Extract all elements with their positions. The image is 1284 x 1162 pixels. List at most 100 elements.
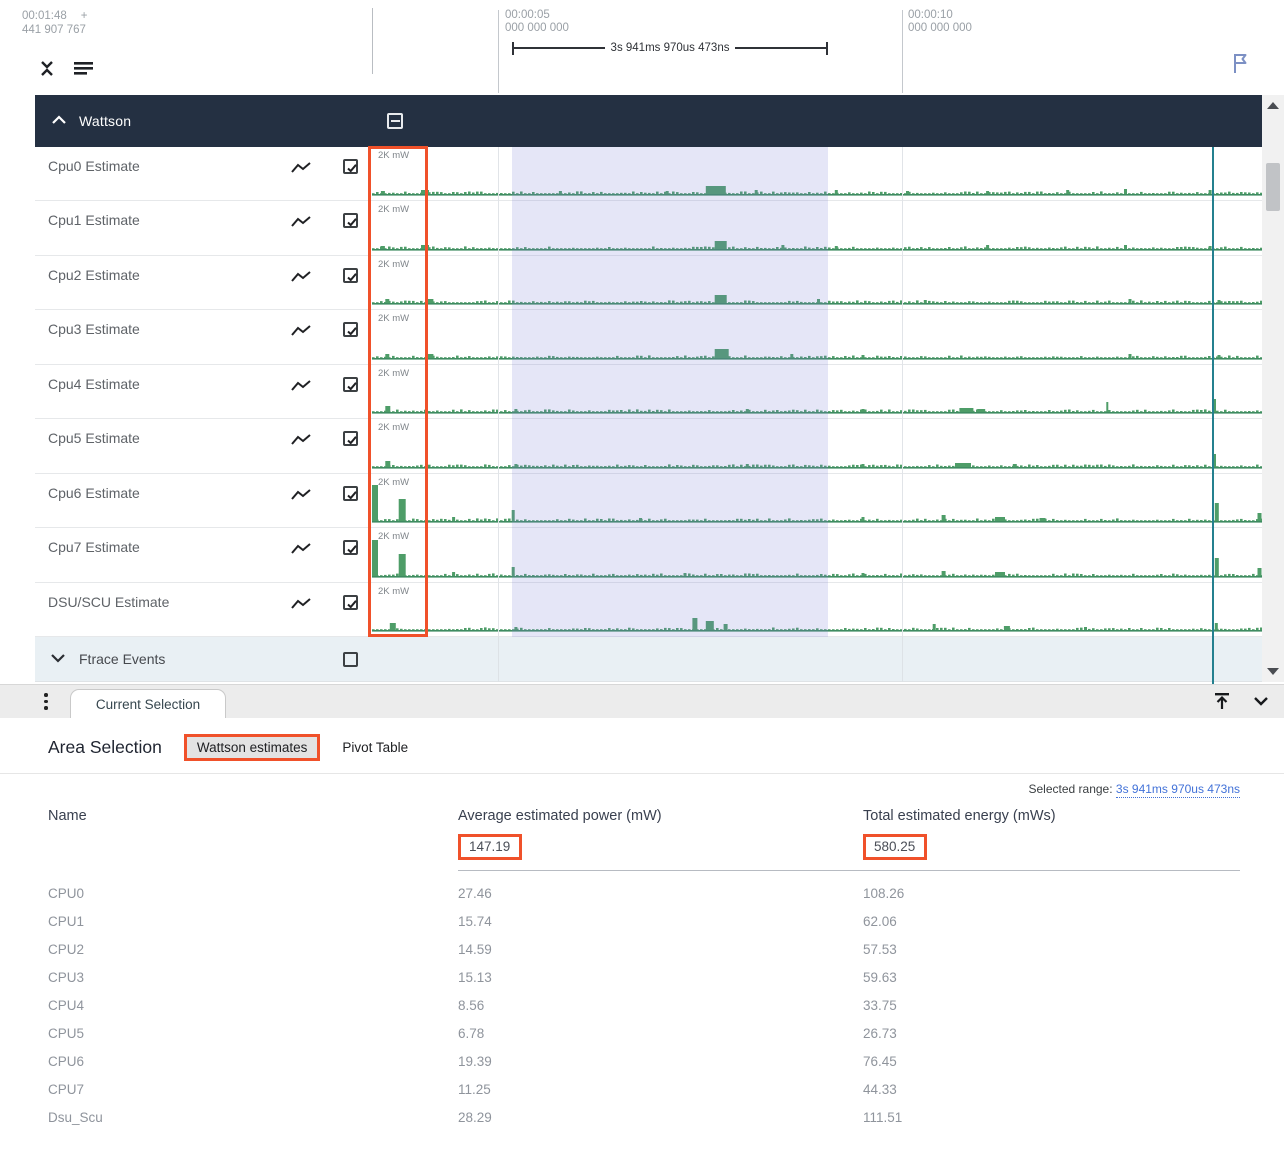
power-waveform [372, 617, 1262, 632]
hover-cursor-line [1212, 147, 1214, 684]
tab-pivot-table[interactable]: Pivot Table [342, 740, 409, 755]
cell-total-energy: 33.75 [863, 997, 897, 1013]
track-shell: Cpu6 Estimate [35, 474, 372, 527]
track-label: Cpu6 Estimate [48, 484, 140, 501]
group-checkbox-indeterminate[interactable] [387, 113, 403, 129]
tab-current-selection[interactable]: Current Selection [70, 689, 226, 719]
track-checkbox-checked[interactable] [343, 376, 358, 392]
cell-total-energy: 26.73 [863, 1025, 897, 1041]
track-checkbox-checked[interactable] [343, 431, 358, 447]
cell-total-energy: 44.33 [863, 1081, 897, 1097]
power-waveform [372, 453, 1262, 469]
track-checkbox-checked[interactable] [343, 159, 358, 174]
col-header-avg-power[interactable]: Average estimated power (mW) [458, 808, 662, 824]
cell-name: CPU2 [48, 941, 85, 957]
collapse-tracks-icon[interactable] [38, 58, 56, 78]
track-checkbox-checked[interactable] [343, 322, 358, 338]
line-chart-icon [290, 270, 312, 289]
track-row[interactable]: Cpu6 Estimate 2K mW [35, 474, 1262, 529]
track-plot-area[interactable]: 2K mW [372, 474, 1262, 527]
timeline-ruler[interactable]: 00:01:48 + 441 907 767 00:00:05 000 [0, 0, 1284, 95]
wattson-estimates-table: Name Average estimated power (mW) Total … [48, 802, 1240, 1131]
track-row[interactable]: Cpu1 Estimate 2K mW [35, 201, 1262, 256]
scrollbar-thumb[interactable] [1266, 163, 1280, 211]
track-checkbox-checked[interactable] [343, 267, 358, 283]
group-header-wattson[interactable]: Wattson [35, 95, 1262, 147]
track-plot-area[interactable]: 2K mW [372, 583, 1262, 636]
cell-avg-power: 11.25 [458, 1081, 491, 1097]
table-row[interactable]: CPU5 6.78 26.73 [48, 1019, 1240, 1047]
track-checkbox-checked[interactable] [343, 485, 358, 501]
track-checkbox-checked[interactable] [343, 540, 358, 556]
details-panel: Area Selection Wattson estimates Pivot T… [0, 718, 1284, 1162]
selected-range-link[interactable]: 3s 941ms 970us 473ns [1115, 782, 1240, 798]
track-row[interactable]: DSU/SCU Estimate 2K mW [35, 583, 1262, 637]
table-row[interactable]: CPU0 27.46 108.26 [48, 879, 1240, 907]
kebab-menu-icon[interactable] [44, 693, 48, 710]
gridline [902, 637, 903, 682]
cell-avg-power: 27.46 [458, 885, 492, 901]
gridline-5s [498, 10, 499, 93]
table-row[interactable]: CPU4 8.56 33.75 [48, 991, 1240, 1019]
track-plot-area[interactable]: 2K mW [372, 419, 1262, 472]
track-plot-area[interactable]: 2K mW [372, 310, 1262, 363]
track-scale-label: 2K mW [378, 422, 410, 434]
line-chart-icon [290, 161, 312, 180]
chevron-down-icon[interactable] [50, 650, 66, 668]
table-row[interactable]: CPU2 14.59 57.53 [48, 935, 1240, 963]
track-plot-area[interactable]: 2K mW [372, 201, 1262, 254]
table-row[interactable]: CPU1 15.74 62.06 [48, 907, 1240, 935]
selected-range-line: Selected range: 3s 941ms 970us 473ns [1028, 782, 1240, 798]
power-waveform [372, 539, 1262, 578]
line-chart-icon [290, 597, 312, 616]
flag-icon[interactable] [1231, 52, 1249, 79]
cell-avg-power: 15.74 [458, 913, 492, 929]
area-selection-overlay[interactable] [512, 147, 828, 637]
chevron-up-icon[interactable] [51, 112, 67, 130]
track-gridline-5s [498, 147, 499, 637]
track-scale-label: 2K mW [378, 476, 410, 488]
tab-wattson-estimates[interactable]: Wattson estimates [183, 734, 321, 761]
track-shell: Cpu0 Estimate [35, 147, 372, 200]
scroll-down-arrow[interactable] [1267, 668, 1279, 675]
track-row[interactable]: Cpu2 Estimate 2K mW [35, 256, 1262, 311]
table-row[interactable]: Dsu_Scu 28.29 111.51 [48, 1103, 1240, 1131]
col-header-total-energy[interactable]: Total estimated energy (mWs) [863, 808, 1056, 824]
track-row[interactable]: Cpu7 Estimate 2K mW [35, 528, 1262, 583]
cell-avg-power: 6.78 [458, 1025, 485, 1041]
table-row[interactable]: CPU3 15.13 59.63 [48, 963, 1240, 991]
table-row[interactable]: CPU6 19.39 76.45 [48, 1047, 1240, 1075]
line-chart-icon [290, 324, 312, 343]
track-filter-icon[interactable] [72, 60, 94, 76]
cell-total-energy: 76.45 [863, 1053, 897, 1069]
track-row[interactable]: Cpu5 Estimate 2K mW [35, 419, 1262, 474]
group-header-ftrace[interactable]: Ftrace Events [35, 637, 1262, 682]
track-scale-label: 2K mW [378, 258, 410, 270]
track-checkbox-checked[interactable] [343, 594, 358, 610]
cell-name: CPU1 [48, 913, 85, 929]
track-label: Cpu5 Estimate [48, 430, 140, 447]
track-plot-area[interactable]: 2K mW [372, 256, 1262, 309]
track-gridline-10s [902, 147, 903, 637]
tick-label-10s: 00:00:10 000 000 000 [908, 9, 972, 34]
track-plot-area[interactable]: 2K mW [372, 528, 1262, 581]
table-row[interactable]: CPU7 11.25 44.33 [48, 1075, 1240, 1103]
track-row[interactable]: Cpu3 Estimate 2K mW [35, 310, 1262, 365]
group-checkbox-unchecked[interactable] [343, 651, 358, 667]
expand-panel-to-top-icon[interactable] [1212, 691, 1232, 716]
track-shell: Cpu1 Estimate [35, 201, 372, 254]
cell-name: CPU7 [48, 1081, 85, 1097]
gridline [498, 637, 499, 682]
power-waveform [372, 295, 1262, 305]
table-header-row: Name Average estimated power (mW) Total … [48, 802, 1240, 832]
cell-name: CPU0 [48, 885, 85, 901]
vertical-scrollbar[interactable] [1262, 95, 1284, 682]
cell-avg-power: 15.13 [458, 969, 492, 985]
track-shell: Cpu5 Estimate [35, 419, 372, 472]
collapse-panel-icon[interactable] [1252, 691, 1270, 716]
cell-avg-power: 14.59 [458, 941, 492, 957]
total-energy-value: 580.25 [863, 834, 928, 860]
scroll-up-arrow[interactable] [1267, 102, 1279, 109]
col-header-name[interactable]: Name [48, 808, 87, 824]
track-checkbox-checked[interactable] [343, 213, 358, 229]
